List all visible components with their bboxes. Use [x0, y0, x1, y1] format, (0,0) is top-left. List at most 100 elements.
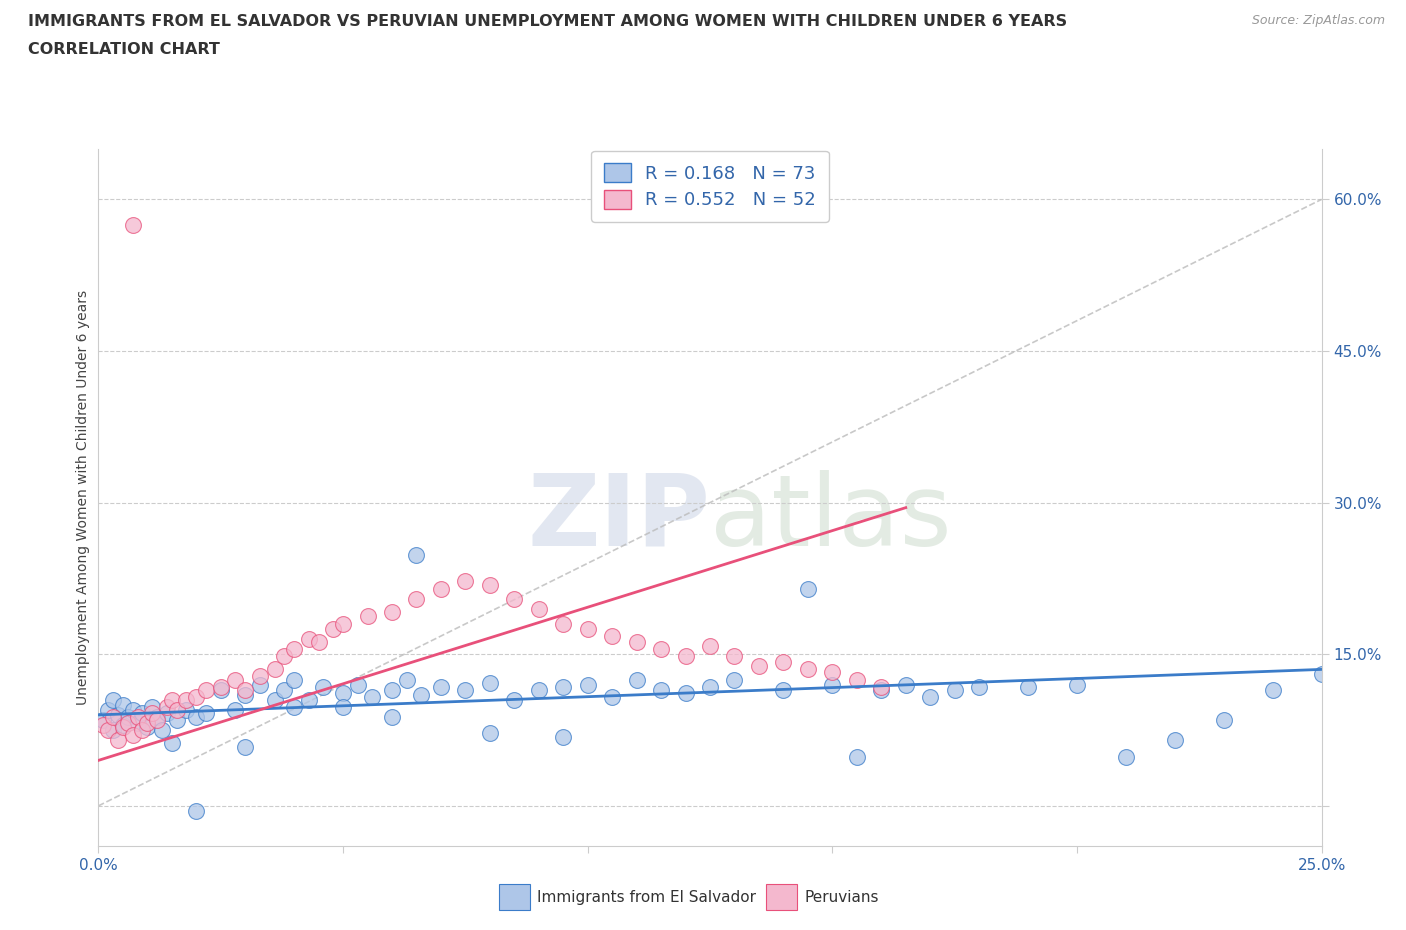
Point: [772, 683, 794, 698]
Point: [97, 723, 120, 737]
Point: [91, 718, 114, 733]
Point: [195, 683, 218, 698]
Point: [381, 683, 404, 698]
Point: [107, 733, 129, 748]
Point: [723, 672, 745, 687]
Point: [121, 702, 143, 717]
Point: [553, 730, 575, 745]
Point: [224, 702, 246, 717]
Point: [699, 639, 721, 654]
Point: [967, 679, 990, 694]
Point: [249, 669, 271, 684]
Point: [1066, 677, 1088, 692]
Point: [600, 689, 623, 704]
Point: [395, 672, 418, 687]
Point: [127, 715, 149, 730]
Point: [870, 683, 893, 698]
Text: Peruvians: Peruvians: [804, 890, 879, 905]
Point: [675, 649, 697, 664]
Point: [503, 692, 526, 707]
Point: [576, 621, 599, 636]
Point: [405, 548, 427, 563]
Text: ZIP: ZIP: [527, 470, 710, 567]
Point: [308, 634, 330, 649]
Point: [283, 699, 305, 714]
Point: [131, 706, 153, 721]
Text: CORRELATION CHART: CORRELATION CHART: [28, 42, 219, 57]
Point: [411, 687, 433, 702]
Point: [298, 692, 321, 707]
Point: [797, 662, 820, 677]
Point: [131, 723, 153, 737]
Point: [186, 710, 208, 724]
Point: [283, 642, 305, 657]
Point: [845, 750, 868, 764]
Point: [249, 677, 271, 692]
Point: [1310, 667, 1333, 682]
Point: [527, 683, 550, 698]
Point: [150, 723, 173, 737]
Point: [361, 689, 384, 704]
Point: [503, 591, 526, 606]
Point: [97, 702, 120, 717]
Point: [273, 683, 295, 698]
Point: [943, 683, 966, 698]
Point: [312, 679, 335, 694]
Point: [160, 692, 183, 707]
Point: [141, 706, 163, 721]
Point: [381, 604, 404, 619]
Point: [478, 725, 501, 740]
Point: [478, 578, 501, 593]
Point: [346, 677, 368, 692]
Point: [600, 629, 623, 644]
Point: [117, 715, 139, 730]
Point: [111, 718, 134, 733]
Point: [146, 712, 169, 727]
Point: [430, 581, 453, 596]
Point: [101, 692, 124, 707]
Point: [233, 683, 256, 698]
Point: [166, 702, 188, 717]
Point: [821, 677, 844, 692]
Point: [894, 677, 917, 692]
Point: [699, 679, 721, 694]
Point: [870, 679, 893, 694]
Point: [405, 591, 427, 606]
Point: [209, 683, 232, 698]
Point: [186, 689, 208, 704]
Point: [283, 672, 305, 687]
Point: [117, 710, 139, 724]
Point: [263, 692, 285, 707]
Point: [233, 687, 256, 702]
Point: [263, 662, 285, 677]
Point: [626, 672, 648, 687]
Point: [322, 621, 344, 636]
Point: [748, 659, 770, 674]
Point: [224, 672, 246, 687]
Point: [332, 617, 354, 631]
Point: [107, 708, 129, 723]
Point: [101, 723, 124, 737]
Point: [111, 720, 134, 735]
Text: Source: ZipAtlas.com: Source: ZipAtlas.com: [1251, 14, 1385, 27]
Point: [454, 574, 477, 589]
Point: [920, 689, 942, 704]
Point: [136, 720, 159, 735]
Point: [233, 739, 256, 754]
Point: [527, 602, 550, 617]
Point: [650, 642, 672, 657]
Y-axis label: Unemployment Among Women with Children Under 6 years: Unemployment Among Women with Children U…: [76, 290, 90, 705]
Point: [91, 712, 114, 727]
Point: [176, 692, 198, 707]
Point: [1115, 750, 1137, 764]
Point: [1017, 679, 1039, 694]
Point: [209, 679, 232, 694]
Point: [797, 581, 820, 596]
Point: [845, 672, 868, 687]
Point: [626, 634, 648, 649]
Point: [650, 683, 672, 698]
Point: [111, 698, 134, 712]
Point: [176, 702, 198, 717]
Point: [160, 736, 183, 751]
Point: [553, 617, 575, 631]
